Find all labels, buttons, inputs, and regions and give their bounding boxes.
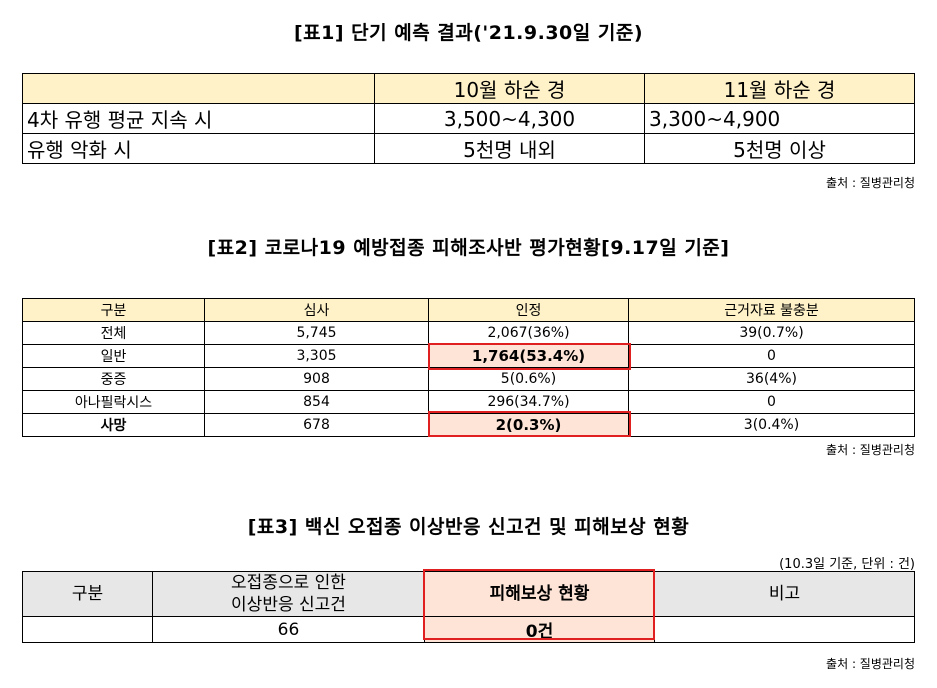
table-cell: 3(0.4%): [628, 413, 915, 437]
highlighted-header-cell: 피해보상 현황: [424, 571, 655, 617]
header-line: 오접종으로 인한: [231, 573, 346, 593]
highlighted-cell: 0건: [424, 616, 655, 643]
short-term-forecast-table: 10월 하순 경 11월 하순 경 4차 유행 평균 지속 시 3,500~4,…: [22, 73, 915, 164]
table2-source: 출처 : 질병관리청: [826, 443, 915, 457]
table-cell: 3,300~4,900: [644, 103, 915, 134]
table-header-cell: 10월 하순 경: [374, 73, 645, 104]
header-line: 이상반응 신고건: [231, 595, 346, 615]
table-row: 사망 678 2(0.3%) 3(0.4%): [22, 413, 915, 437]
table-header-cell: 근거자료 불충분: [628, 298, 915, 322]
table-cell: 854: [204, 390, 429, 414]
table-cell: 5,745: [204, 321, 429, 345]
table2-title: [표2] 코로나19 예방접종 피해조사반 평가현황[9.17일 기준]: [207, 237, 730, 259]
table-header-cell: 오접종으로 인한 이상반응 신고건: [152, 571, 425, 617]
vaccine-injury-evaluation-table: 구분 심사 인정 근거자료 불충분 전체 5,745 2,067(36%) 39…: [22, 298, 915, 437]
table-header-cell: 비고: [654, 571, 915, 617]
table3-source: 출처 : 질병관리청: [826, 657, 915, 671]
table-cell: 5천명 이상: [644, 133, 915, 164]
row-label: 중증: [22, 367, 205, 391]
misvaccination-report-table: 구분 오접종으로 인한 이상반응 신고건 피해보상 현황 비고 66 0건: [22, 571, 915, 643]
table-header-row: 구분 심사 인정 근거자료 불충분: [22, 298, 915, 322]
table-row: 유행 악화 시 5천명 내외 5천명 이상: [22, 133, 915, 164]
row-label: 전체: [22, 321, 205, 345]
row-label: 일반: [22, 344, 205, 368]
table-header-cell: [22, 73, 375, 104]
highlighted-cell: 2(0.3%): [428, 413, 629, 437]
table3-title: [표3] 백신 오접종 이상반응 신고건 및 피해보상 현황: [247, 516, 690, 538]
table3-note: (10.3일 기준, 단위 : 건): [779, 557, 915, 572]
row-label: 유행 악화 시: [22, 133, 375, 164]
table-cell: 39(0.7%): [628, 321, 915, 345]
row-label: 사망: [22, 413, 205, 437]
table-header-row: 10월 하순 경 11월 하순 경: [22, 73, 915, 104]
table-header-row: 구분 오접종으로 인한 이상반응 신고건 피해보상 현황 비고: [22, 571, 915, 617]
table-cell: 66: [152, 616, 425, 643]
table-cell: 2,067(36%): [428, 321, 629, 345]
table-row: 전체 5,745 2,067(36%) 39(0.7%): [22, 321, 915, 345]
table-header-cell: 구분: [22, 298, 205, 322]
table-cell: 5(0.6%): [428, 367, 629, 391]
table-header-cell: 심사: [204, 298, 429, 322]
table-row: 중증 908 5(0.6%) 36(4%): [22, 367, 915, 391]
table-cell: 0: [628, 390, 915, 414]
table-row: 4차 유행 평균 지속 시 3,500~4,300 3,300~4,900: [22, 103, 915, 134]
table-cell: 0: [628, 344, 915, 368]
table-cell: 36(4%): [628, 367, 915, 391]
table-header-cell: 11월 하순 경: [644, 73, 915, 104]
table-cell: 3,500~4,300: [374, 103, 645, 134]
row-label: 4차 유행 평균 지속 시: [22, 103, 375, 134]
table-cell: [654, 616, 915, 643]
row-label: 아나필락시스: [22, 390, 205, 414]
table-cell: 678: [204, 413, 429, 437]
table-row: 아나필락시스 854 296(34.7%) 0: [22, 390, 915, 414]
table-row: 66 0건: [22, 616, 915, 643]
table-cell: 908: [204, 367, 429, 391]
table-cell: 296(34.7%): [428, 390, 629, 414]
table-cell: [22, 616, 153, 643]
table1-title: [표1] 단기 예측 결과('21.9.30일 기준): [293, 22, 644, 44]
table-row: 일반 3,305 1,764(53.4%) 0: [22, 344, 915, 368]
highlighted-cell: 1,764(53.4%): [428, 344, 629, 368]
table-cell: 5천명 내외: [374, 133, 645, 164]
table-header-cell: 구분: [22, 571, 153, 617]
table1-source: 출처 : 질병관리청: [826, 176, 915, 190]
table-cell: 3,305: [204, 344, 429, 368]
table-header-cell: 인정: [428, 298, 629, 322]
